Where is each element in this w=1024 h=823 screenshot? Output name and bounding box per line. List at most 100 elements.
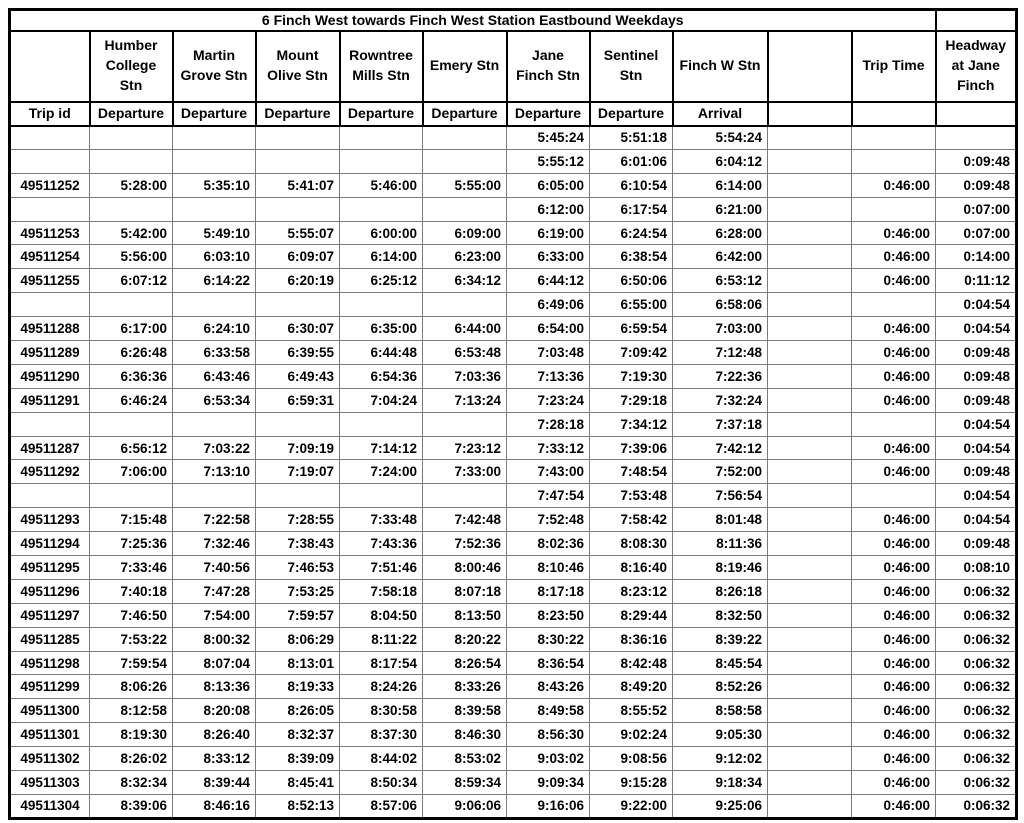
departure-time-cell[interactable]: 6:01:06 [589,148,673,174]
spacer-cell[interactable] [767,125,852,150]
departure-time-cell[interactable]: 7:19:07 [255,459,340,485]
departure-time-cell[interactable]: 8:13:01 [255,650,340,676]
trip-id-cell[interactable]: 49511297 [9,602,90,628]
departure-time-cell[interactable]: 7:03:48 [506,340,590,365]
departure-time-cell[interactable]: 7:28:18 [506,411,590,437]
trip-time-cell[interactable]: 0:46:00 [851,674,936,700]
departure-time-cell[interactable]: 7:40:56 [172,555,256,580]
departure-time-cell[interactable] [172,125,256,150]
departure-time-cell[interactable]: 8:10:46 [506,555,590,580]
subheader-cell[interactable]: Departure [254,100,341,127]
departure-time-cell[interactable]: 8:06:29 [255,626,340,652]
departure-time-cell[interactable]: 7:22:58 [172,507,256,533]
headway-cell[interactable]: 0:06:32 [935,698,1017,724]
departure-time-cell[interactable]: 8:36:54 [506,650,590,676]
trip-time-cell[interactable]: 0:46:00 [851,316,936,342]
departure-time-cell[interactable]: 8:39:58 [422,698,507,724]
departure-time-cell[interactable] [172,292,256,318]
departure-time-cell[interactable] [422,411,507,437]
arrival-time-cell[interactable]: 8:26:18 [672,578,768,604]
headway-cell[interactable] [935,125,1017,150]
departure-time-cell[interactable]: 7:48:54 [589,459,673,485]
headway-cell[interactable]: 0:06:32 [935,793,1017,819]
trip-id-cell[interactable] [9,125,90,150]
departure-time-cell[interactable]: 8:46:16 [172,793,256,819]
spacer-cell[interactable] [767,220,852,246]
departure-time-cell[interactable]: 8:55:52 [589,698,673,724]
departure-time-cell[interactable]: 8:26:40 [172,722,256,748]
departure-time-cell[interactable] [172,196,256,222]
arrival-time-cell[interactable]: 8:45:54 [672,650,768,676]
departure-time-cell[interactable]: 7:43:00 [506,459,590,485]
arrival-time-cell[interactable]: 8:11:36 [672,531,768,557]
departure-time-cell[interactable]: 8:30:58 [339,698,423,724]
spacer-cell[interactable] [767,435,852,461]
trip-id-cell[interactable]: 49511287 [9,435,90,461]
departure-time-cell[interactable] [339,483,423,509]
departure-time-cell[interactable]: 8:17:54 [339,650,423,676]
departure-time-cell[interactable]: 8:24:26 [339,674,423,700]
departure-time-cell[interactable]: 8:04:50 [339,602,423,628]
departure-time-cell[interactable]: 8:30:22 [506,626,590,652]
departure-time-cell[interactable]: 5:46:00 [339,172,423,198]
departure-time-cell[interactable]: 8:00:46 [422,555,507,580]
departure-time-cell[interactable]: 8:26:02 [89,746,173,772]
departure-time-cell[interactable]: 5:49:10 [172,220,256,246]
trip-time-cell[interactable]: 0:46:00 [851,722,936,748]
departure-time-cell[interactable]: 8:02:36 [506,531,590,557]
departure-time-cell[interactable]: 6:34:12 [422,268,507,294]
departure-time-cell[interactable]: 8:00:32 [172,626,256,652]
trip-id-cell[interactable]: 49511296 [9,578,90,604]
headway-cell[interactable]: 0:08:10 [935,555,1017,580]
departure-time-cell[interactable]: 8:37:30 [339,722,423,748]
departure-time-cell[interactable]: 5:55:00 [422,172,507,198]
spacer-cell[interactable] [767,172,852,198]
headway-cell[interactable]: 0:09:48 [935,531,1017,557]
departure-time-cell[interactable]: 5:42:00 [89,220,173,246]
departure-time-cell[interactable]: 8:43:26 [506,674,590,700]
departure-time-cell[interactable]: 6:54:36 [339,363,423,389]
trip-id-cell[interactable]: 49511291 [9,387,90,413]
departure-time-cell[interactable]: 9:15:28 [589,770,673,795]
departure-time-cell[interactable]: 8:19:30 [89,722,173,748]
departure-time-cell[interactable]: 7:29:18 [589,387,673,413]
headway-cell[interactable]: 0:09:48 [935,363,1017,389]
trip-time-cell[interactable] [851,411,936,437]
headway-cell[interactable]: 0:11:12 [935,268,1017,294]
departure-time-cell[interactable]: 8:26:05 [255,698,340,724]
departure-time-cell[interactable]: 5:28:00 [89,172,173,198]
trip-time-cell[interactable]: 0:46:00 [851,172,936,198]
trip-time-cell[interactable]: 0:46:00 [851,363,936,389]
departure-time-cell[interactable] [89,148,173,174]
station-header-cell[interactable]: Finch W Stn [671,29,769,103]
trip-id-cell[interactable]: 49511299 [9,674,90,700]
departure-time-cell[interactable]: 8:36:16 [589,626,673,652]
title-spacer-cell[interactable] [934,8,1018,32]
spacer-cell[interactable] [767,578,852,604]
station-header-cell[interactable]: Rowntree Mills Stn [338,29,424,103]
headway-cell[interactable]: 0:06:32 [935,650,1017,676]
departure-time-cell[interactable]: 7:24:00 [339,459,423,485]
departure-time-cell[interactable]: 8:39:44 [172,770,256,795]
trip-time-cell[interactable]: 0:46:00 [851,626,936,652]
headway-cell[interactable]: 0:14:00 [935,244,1017,270]
trip-time-cell[interactable]: 0:46:00 [851,650,936,676]
trip-id-cell[interactable]: 49511295 [9,555,90,580]
departure-time-cell[interactable]: 8:33:26 [422,674,507,700]
spacer-cell[interactable] [767,555,852,580]
departure-time-cell[interactable]: 7:53:25 [255,578,340,604]
station-header-cell[interactable] [8,29,91,103]
departure-time-cell[interactable]: 7:47:28 [172,578,256,604]
arrival-time-cell[interactable]: 7:22:36 [672,363,768,389]
trip-time-cell[interactable] [851,196,936,222]
arrival-time-cell[interactable]: 6:04:12 [672,148,768,174]
arrival-time-cell[interactable]: 7:52:00 [672,459,768,485]
spacer-cell[interactable] [767,602,852,628]
departure-time-cell[interactable]: 7:46:50 [89,602,173,628]
departure-time-cell[interactable]: 7:28:55 [255,507,340,533]
departure-time-cell[interactable]: 8:59:34 [422,770,507,795]
departure-time-cell[interactable]: 8:49:58 [506,698,590,724]
arrival-time-cell[interactable]: 8:39:22 [672,626,768,652]
departure-time-cell[interactable]: 7:43:36 [339,531,423,557]
departure-time-cell[interactable]: 7:54:00 [172,602,256,628]
